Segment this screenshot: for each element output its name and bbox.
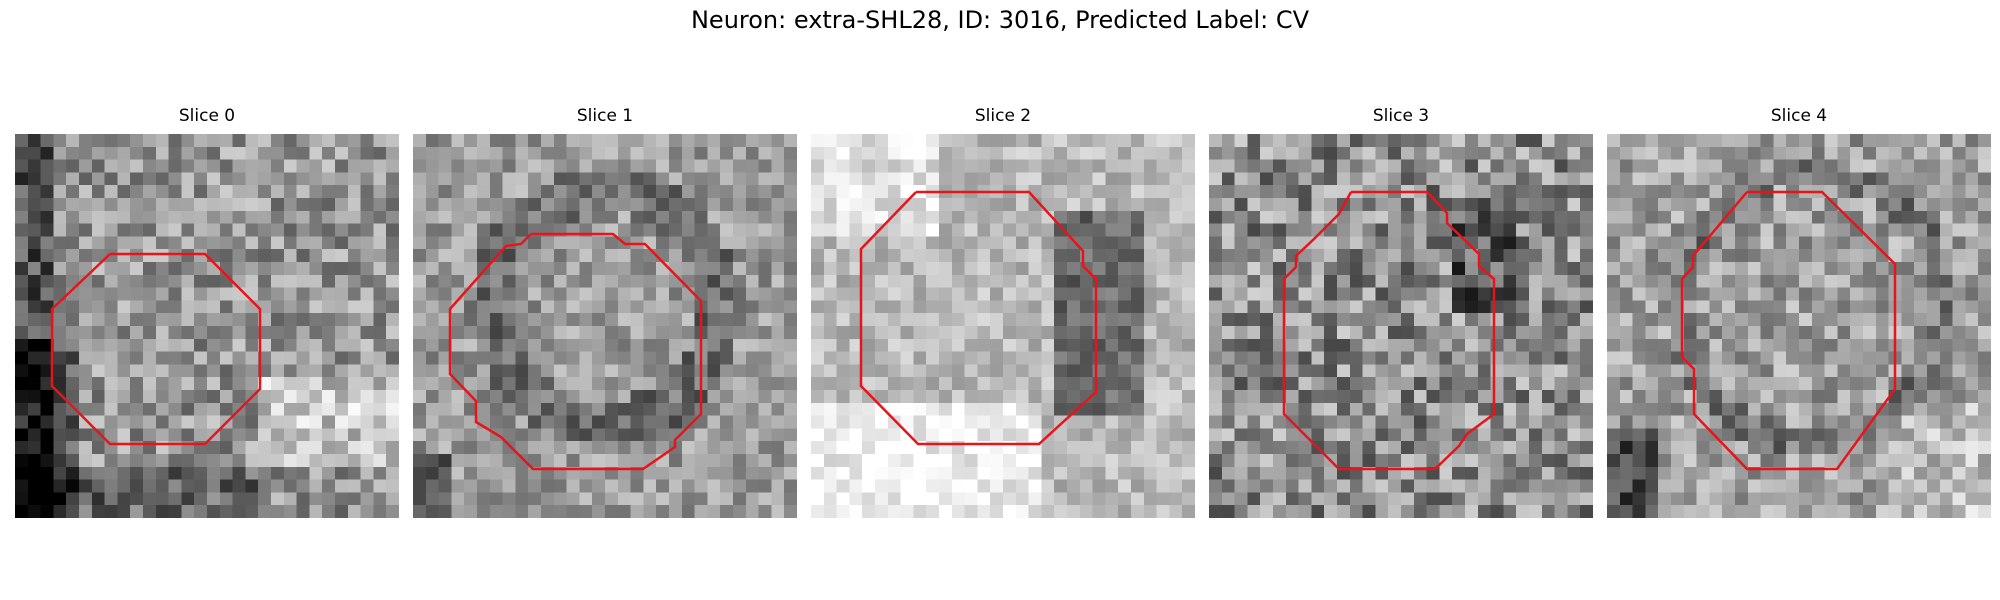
- grayscale-patch: [15, 134, 399, 518]
- grayscale-patch: [413, 134, 797, 518]
- slice-image: [413, 134, 797, 518]
- slice-panel-0: Slice 0: [15, 106, 399, 518]
- roi-contour: [859, 190, 1098, 446]
- slice-panel-3: Slice 3: [1209, 106, 1593, 518]
- slice-panel-1: Slice 1: [413, 106, 797, 518]
- grayscale-patch: [1607, 134, 1991, 518]
- roi-contour: [1282, 190, 1496, 471]
- roi-contour: [448, 232, 703, 471]
- slice-panel-2: Slice 2: [811, 106, 1195, 518]
- slice-image: [15, 134, 399, 518]
- slice-panel-4: Slice 4: [1607, 106, 1991, 518]
- slice-title: Slice 2: [974, 106, 1032, 126]
- slice-image: [811, 134, 1195, 518]
- slice-image: [1607, 134, 1991, 518]
- slice-title: Slice 1: [576, 106, 634, 126]
- grayscale-patch: [1209, 134, 1593, 518]
- roi-contour: [50, 252, 262, 446]
- slice-title: Slice 0: [178, 106, 236, 126]
- slice-image: [1209, 134, 1593, 518]
- slice-title: Slice 3: [1372, 106, 1430, 126]
- grayscale-patch: [811, 134, 1195, 518]
- figure-title: Neuron: extra-SHL28, ID: 3016, Predicted…: [690, 6, 1310, 34]
- slice-title: Slice 4: [1770, 106, 1828, 126]
- roi-contour: [1680, 190, 1897, 471]
